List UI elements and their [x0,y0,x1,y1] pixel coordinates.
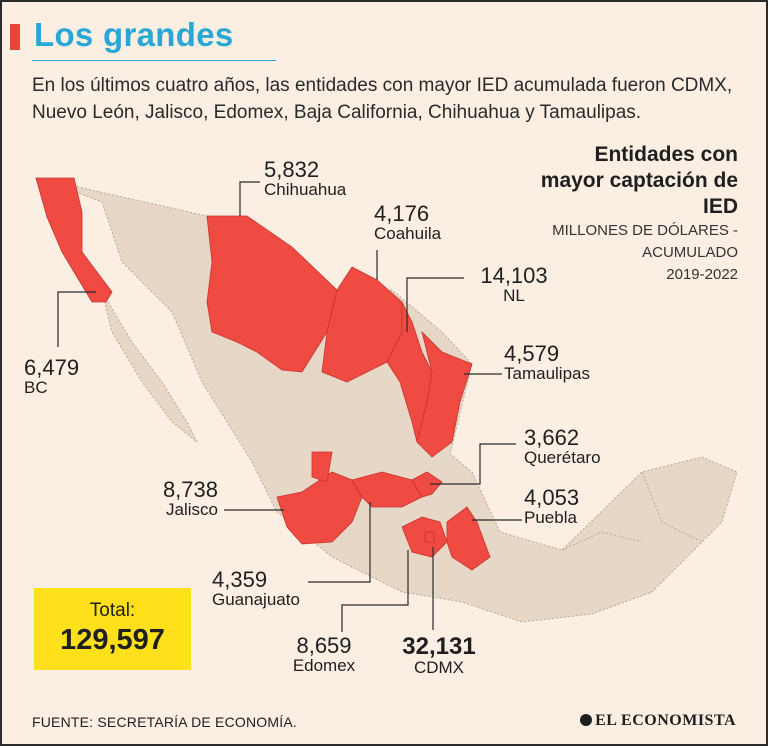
label-queretaro: 3,662 Querétaro [524,425,601,468]
leader-queretaro [430,443,516,485]
map-state-guanajuato [351,471,423,508]
map-state-queretaro [411,471,443,498]
leader-bc [57,291,96,347]
leader-chihuahua [239,181,260,216]
map-state-bc [35,177,113,303]
label-jalisco: 8,738 Jalisco [162,477,218,520]
source-note: FUENTE: SECRETARÍA DE ECONOMÍA. [32,714,297,730]
label-cdmx: 32,131 CDMX [402,633,476,678]
legend-heading: Entidades con mayor captación de IED [540,143,738,218]
leader-edomex [341,550,409,632]
subtitle: En los últimos cuatro años, las entidade… [32,75,733,123]
map-state-tamaulipas [416,330,473,458]
brand-logo: EL ECONOMISTA [580,712,736,730]
label-tamaulipas: 4,579 Tamaulipas [504,341,590,384]
total-label: Total: [89,600,136,621]
legend-unit: MILLONES DE DÓLARES - ACUMULADO [552,222,738,261]
map-state-jalisco [276,471,363,545]
map-state-zacatecas-part [311,451,333,483]
label-chihuahua: 5,832 Chihuahua [264,157,347,200]
title-accent-bar [10,24,20,50]
map-legend: Entidades con mayor captación de IED MIL… [538,142,738,286]
label-guanajuato: 4,359 Guanajuato [212,567,300,610]
legend-period: 2019-2022 [666,266,738,283]
leader-guanajuato [308,502,371,583]
label-bc: 6,479 BC [24,355,80,398]
brand-dot-icon [580,714,593,726]
label-nl: 14,103 NL [480,263,548,306]
leader-nl [406,277,464,332]
map-state-cdmx [424,531,435,543]
label-coahuila: 4,176 Coahuila [374,201,442,244]
map-state-chihuahua [206,215,338,373]
total-box: Total: 129,597 [34,588,191,670]
label-edomex: 8,659 Edomex [292,633,356,676]
map-state-puebla [446,506,491,571]
baja-peninsula [101,291,198,443]
page-title: Los grandes [34,16,234,53]
label-puebla: 4,053 Puebla [524,485,580,528]
mexico-base-shape [37,177,738,623]
total-value: 129,597 [60,624,165,656]
title-rule [32,60,276,61]
